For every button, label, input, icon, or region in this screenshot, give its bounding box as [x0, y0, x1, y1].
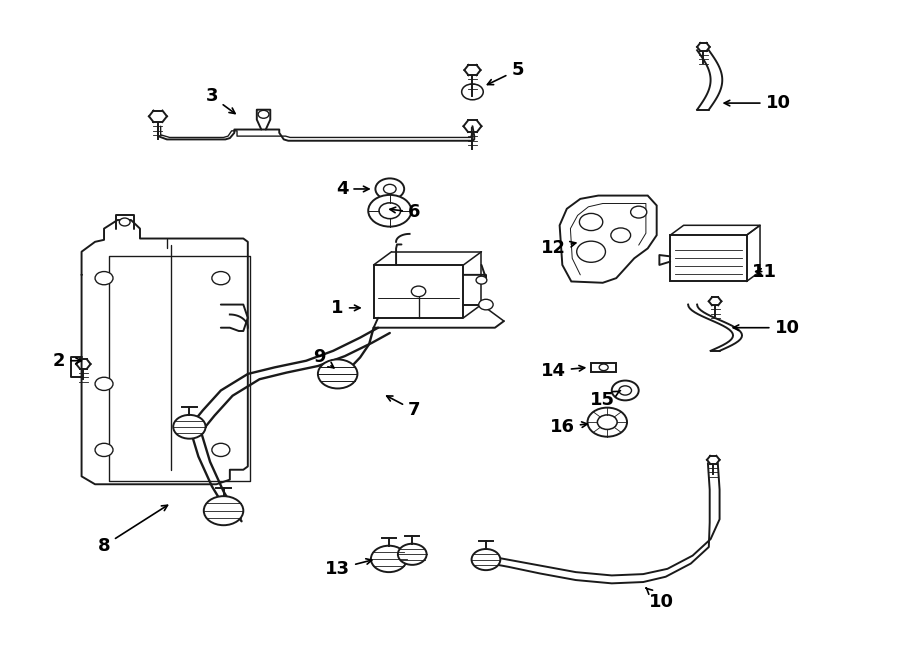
Circle shape [379, 203, 400, 218]
Circle shape [598, 415, 617, 430]
Text: 2: 2 [53, 352, 81, 370]
Circle shape [212, 444, 230, 457]
Text: 15: 15 [590, 391, 620, 409]
Text: 10: 10 [646, 588, 674, 611]
Circle shape [95, 444, 113, 457]
Text: 6: 6 [390, 203, 420, 221]
Text: 4: 4 [336, 180, 369, 198]
Text: 1: 1 [331, 299, 360, 317]
Text: 16: 16 [550, 418, 588, 436]
Text: 3: 3 [205, 87, 235, 114]
Circle shape [398, 544, 427, 565]
Circle shape [318, 359, 357, 389]
Circle shape [479, 299, 493, 310]
Circle shape [599, 364, 608, 371]
Text: 10: 10 [734, 318, 799, 337]
Circle shape [476, 276, 487, 284]
Circle shape [612, 381, 639, 401]
Text: 14: 14 [541, 361, 585, 379]
Circle shape [368, 195, 411, 226]
Circle shape [212, 271, 230, 285]
Circle shape [203, 496, 243, 525]
Text: 7: 7 [387, 396, 420, 419]
Circle shape [611, 228, 631, 242]
Circle shape [173, 415, 205, 439]
Circle shape [472, 549, 500, 570]
Circle shape [619, 386, 632, 395]
Circle shape [95, 271, 113, 285]
Circle shape [631, 206, 647, 218]
Circle shape [371, 545, 407, 572]
Text: 11: 11 [752, 263, 777, 281]
Circle shape [383, 184, 396, 193]
Text: 12: 12 [541, 240, 576, 258]
Text: 10: 10 [724, 94, 790, 112]
Circle shape [95, 377, 113, 391]
Text: 8: 8 [98, 505, 167, 555]
Text: 9: 9 [313, 348, 334, 368]
Text: 5: 5 [488, 61, 524, 85]
Text: 13: 13 [325, 559, 372, 578]
Bar [591, 363, 617, 372]
Circle shape [120, 218, 130, 226]
Circle shape [588, 408, 627, 437]
Circle shape [375, 178, 404, 199]
Circle shape [580, 213, 603, 230]
Circle shape [577, 241, 606, 262]
Circle shape [411, 286, 426, 297]
Bar [670, 235, 746, 281]
